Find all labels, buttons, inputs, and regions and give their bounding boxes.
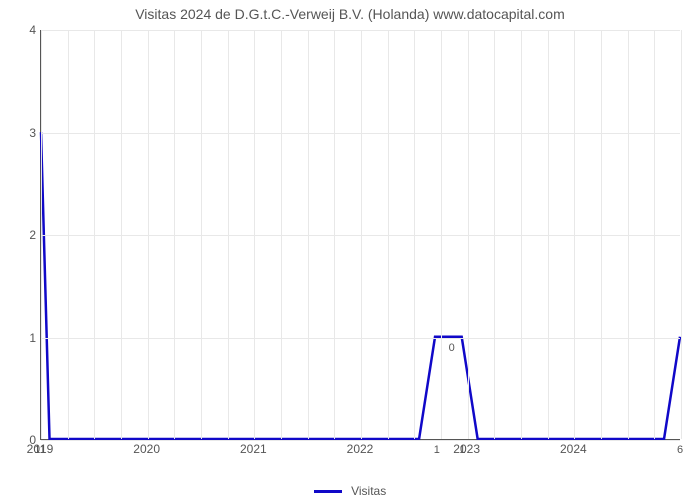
x-tick-label: 2023 — [453, 442, 480, 456]
y-tick-label: 4 — [6, 23, 36, 37]
hgrid — [41, 235, 680, 236]
point-label: 6 — [677, 444, 683, 456]
x-tick-label: 2020 — [133, 442, 160, 456]
plot-area — [40, 30, 680, 440]
vgrid — [681, 30, 682, 439]
x-tick-label: 2022 — [347, 442, 374, 456]
chart-container: Visitas 2024 de D.G.t.C.-Verweij B.V. (H… — [0, 0, 700, 500]
y-tick-label: 2 — [6, 228, 36, 242]
point-label: 0 — [449, 342, 455, 354]
x-tick-label: 2021 — [240, 442, 267, 456]
point-label: 11 — [34, 444, 45, 456]
y-tick-label: 3 — [6, 126, 36, 140]
hgrid — [41, 133, 680, 134]
hgrid — [41, 30, 680, 31]
y-tick-label: 1 — [6, 331, 36, 345]
hgrid — [41, 338, 680, 339]
point-label: 1 — [434, 444, 440, 456]
legend: Visitas — [0, 484, 700, 498]
chart-title: Visitas 2024 de D.G.t.C.-Verweij B.V. (H… — [0, 6, 700, 22]
point-label: 1 — [459, 444, 465, 456]
legend-label: Visitas — [351, 484, 386, 498]
x-tick-label: 2024 — [560, 442, 587, 456]
hgrid — [41, 440, 680, 441]
legend-swatch — [314, 490, 342, 493]
